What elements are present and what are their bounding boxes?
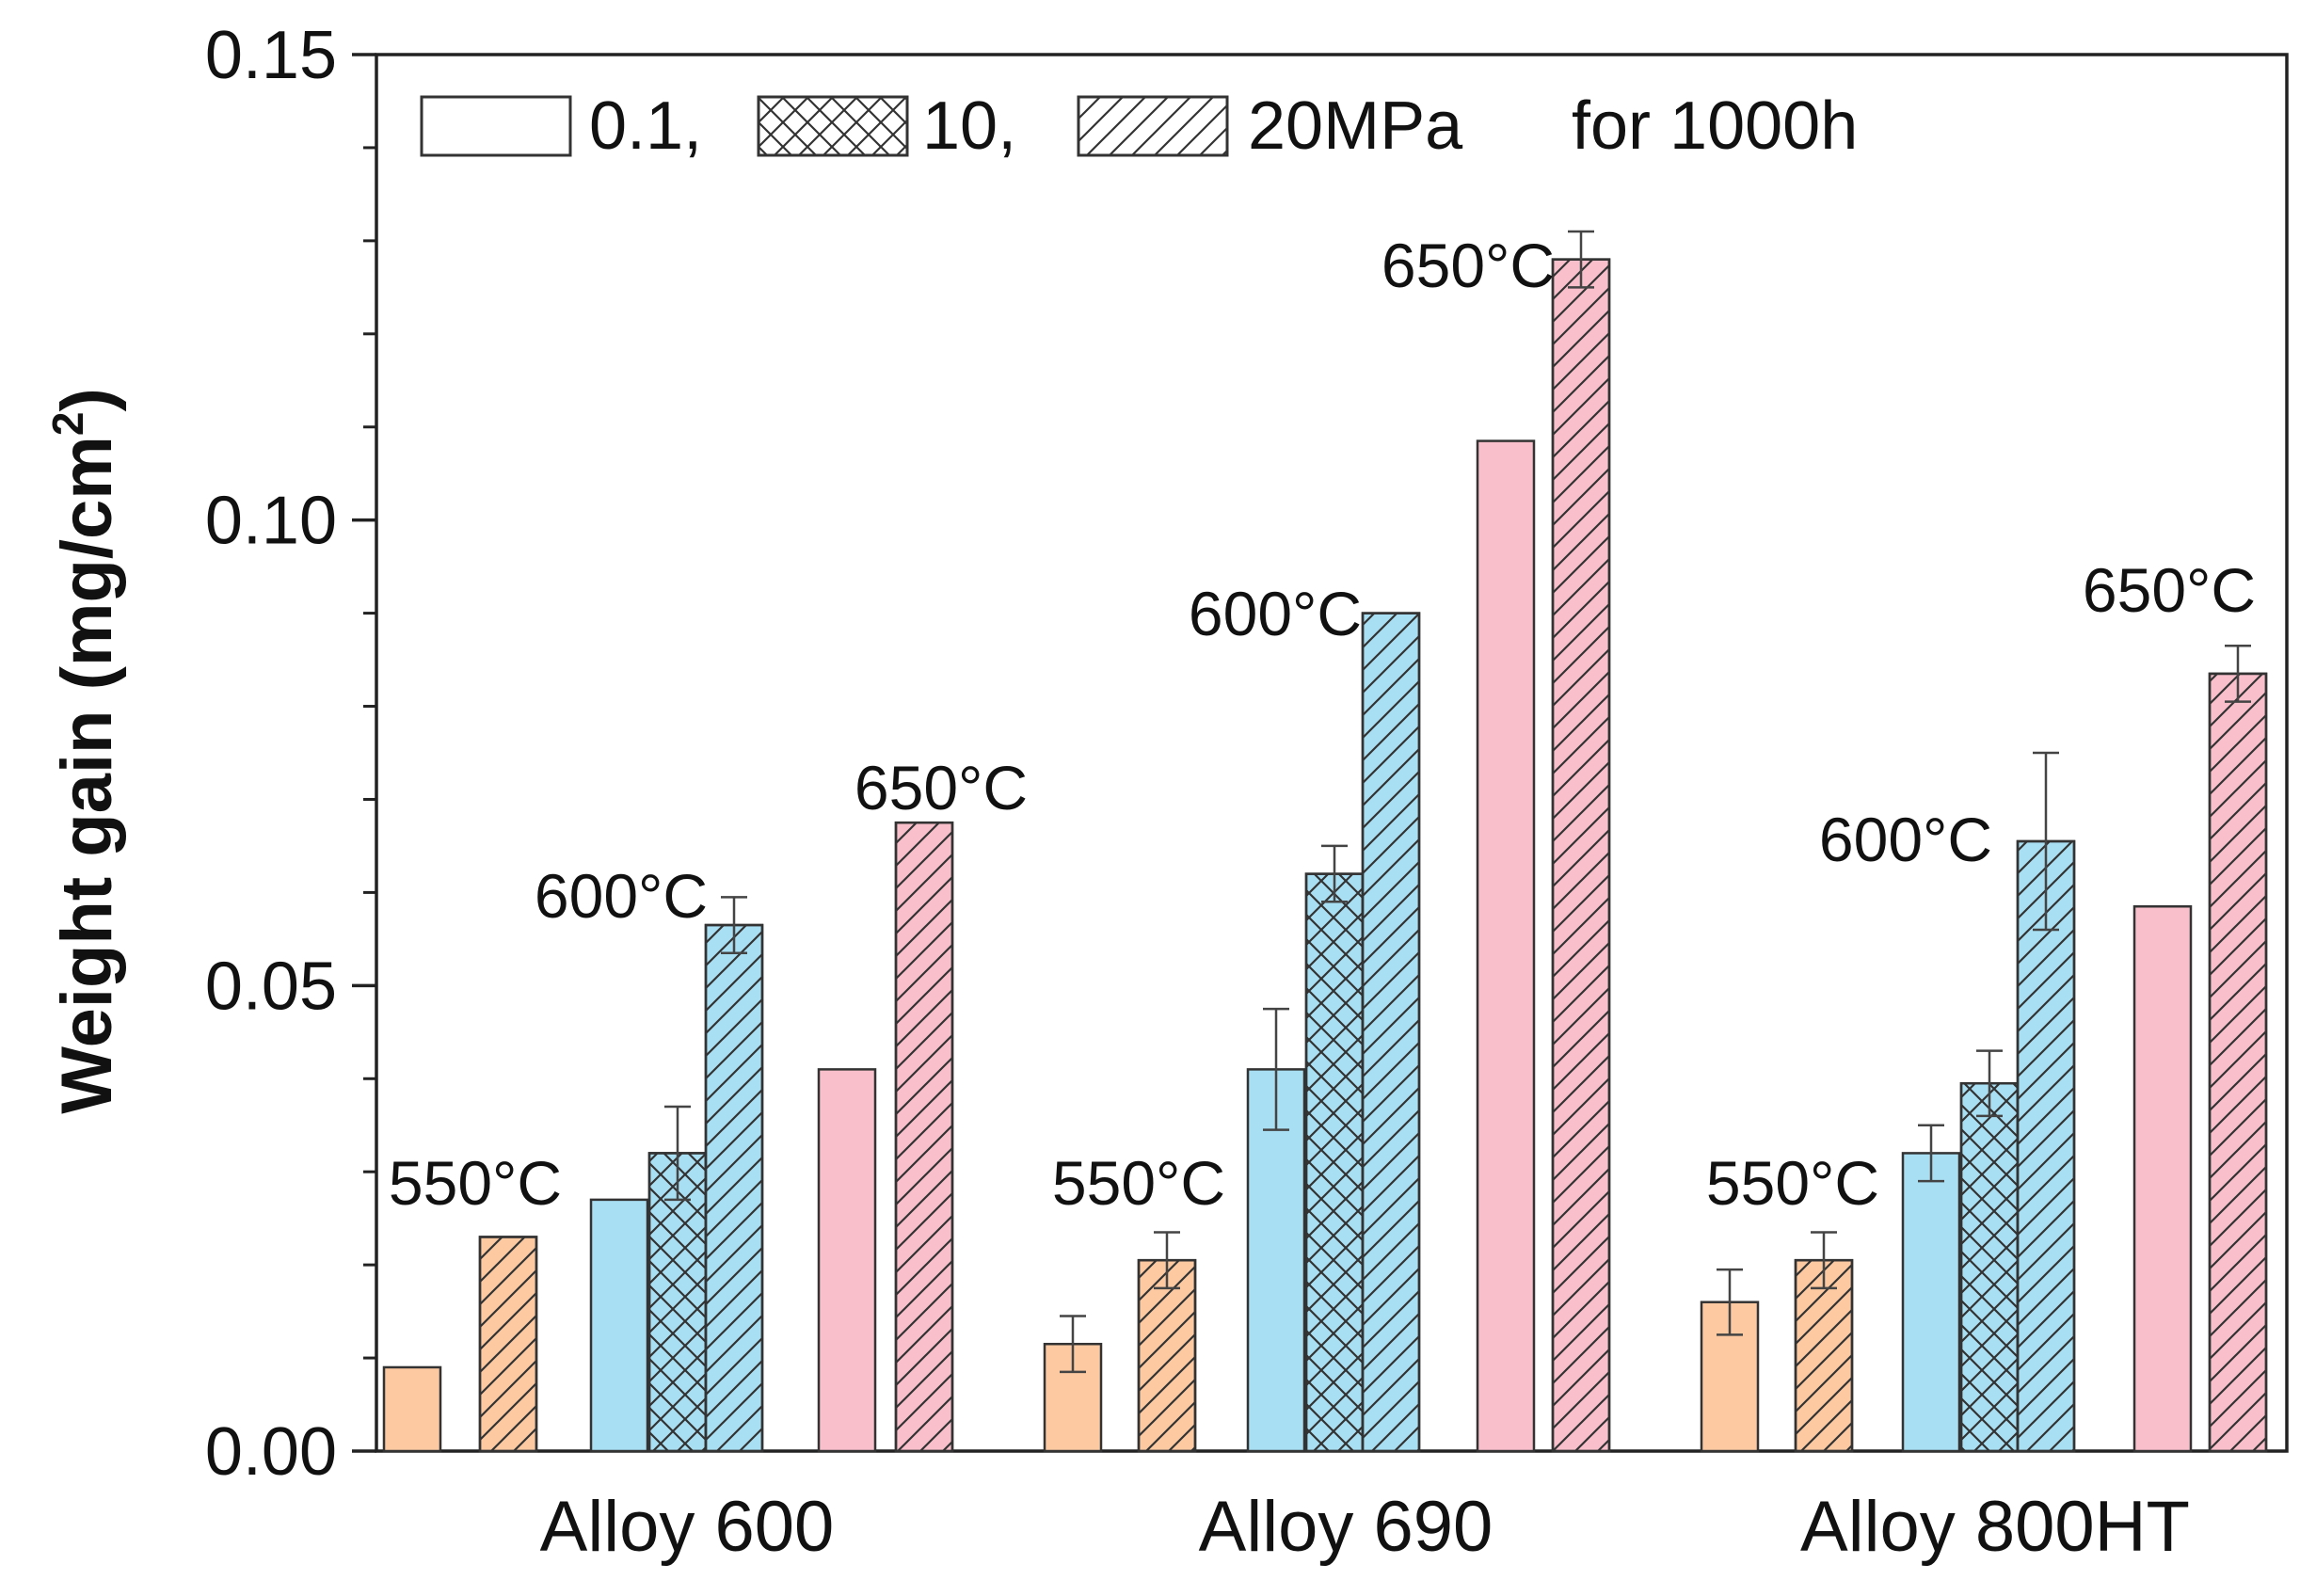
legend-swatch-0.1 [420, 95, 572, 157]
bar-alloy-600-600c-10mpa-error-bar [664, 1105, 691, 1202]
bar-alloy-800ht-600c-0.1mpa-error-bar [1918, 1124, 1944, 1183]
bars [382, 230, 2268, 1453]
y-axis-label-tail: ) [47, 388, 127, 411]
bar-alloy-690-550c-0.1mpa-error-bar [1060, 1315, 1086, 1374]
bar-alloy-800ht-650c-20mpa-hatch [2208, 672, 2268, 1453]
y-axis-label-superscript: 2 [43, 412, 92, 437]
x-category-label: Alloy 690 [1199, 1487, 1493, 1567]
bar-alloy-690-650c-0.1mpa [1476, 439, 1536, 1453]
bar-alloy-800ht-550c-20mpa-hatch [1794, 1258, 1854, 1453]
bar-alloy-690-600c-10mpa-error-bar [1321, 844, 1348, 903]
y-tick-label: 0.00 [205, 1414, 337, 1490]
bar-alloy-600-650c-20mpa-hatch [894, 821, 954, 1453]
temp-label-alloy-600-600: 600°C [535, 861, 708, 931]
bar-alloy-600-550c-20mpa-hatch [478, 1236, 538, 1453]
bar-alloy-800ht-600c-20mpa-error-bar [2033, 751, 2059, 932]
temp-label-alloy-600-550: 550°C [389, 1148, 562, 1218]
bar-alloy-800ht-600c-0.1mpa [1901, 1152, 1961, 1453]
bar-alloy-800ht-550c-0.1mpa-error-bar [1717, 1268, 1743, 1336]
bar-alloy-800ht-650c-20mpa-error-bar [2225, 644, 2251, 703]
bar-alloy-800ht-600c-10mpa-hatch [1959, 1081, 2020, 1453]
bar-alloy-800ht-550c-20mpa-error-bar [1811, 1231, 1837, 1290]
temp-label-alloy-690-650: 650°C [1382, 231, 1555, 300]
bar-alloy-600-600c-20mpa-error-bar [721, 896, 747, 954]
legend: 0.1, 10, 20MPa for 1000h [420, 88, 1858, 164]
temp-label-alloy-600-650: 650°C [855, 753, 1028, 822]
bar-alloy-690-550c-20mpa-hatch [1137, 1258, 1197, 1453]
y-tick-label: 0.10 [205, 484, 337, 559]
temperature-labels: 550°C 600°C 650°C 550°C 600°C 650°C 550°C 600°C… [389, 231, 2256, 1218]
temp-label-alloy-690-600: 600°C [1189, 579, 1362, 648]
bar-alloy-690-550c-20mpa-error-bar [1154, 1231, 1180, 1290]
bar-alloy-690-600c-20mpa-hatch [1361, 612, 1421, 1453]
x-category-label: Alloy 600 [540, 1487, 835, 1567]
bar-alloy-600-650c-0.1mpa [817, 1068, 877, 1453]
bar-alloy-800ht-600c-20mpa-hatch [2016, 839, 2076, 1453]
bar-alloy-800ht-600c-10mpa-error-bar [1976, 1049, 2003, 1118]
bar-alloy-600-550c-0.1mpa [382, 1365, 442, 1453]
y-tick-label: 0.05 [205, 949, 337, 1024]
bar-alloy-690-600c-0.1mpa [1246, 1068, 1306, 1453]
bar-alloy-690-650c-20mpa-hatch [1551, 258, 1611, 1453]
y-tick-label: 0.15 [205, 18, 337, 93]
axes: 0.00 0.05 0.10 0.15 Alloy 600 Alloy 690 Alloy … [205, 18, 2289, 1567]
bar-alloy-690-650c-20mpa-error-bar [1568, 230, 1594, 289]
legend-label-10: 10, [922, 88, 1016, 164]
y-axis-label: Weight gain (mg/cm2) [43, 388, 127, 1114]
temp-label-alloy-800ht-550: 550°C [1706, 1148, 1879, 1218]
legend-label-20MPa: 20MPa [1248, 88, 1463, 164]
temp-label-alloy-690-550: 550°C [1052, 1148, 1225, 1218]
bar-alloy-800ht-650c-0.1mpa [2132, 904, 2193, 1453]
legend-swatch-10 [757, 95, 909, 157]
bar-alloy-600-600c-20mpa-hatch [704, 923, 764, 1453]
x-category-label: Alloy 800HT [1800, 1487, 2190, 1567]
legend-label-0.1: 0.1, [589, 88, 702, 164]
bar-alloy-690-600c-10mpa-hatch [1304, 872, 1365, 1453]
bar-alloy-690-600c-0.1mpa-error-bar [1263, 1007, 1289, 1131]
bar-alloy-600-600c-0.1mpa [589, 1198, 649, 1453]
legend-swatch-20MPa [1077, 95, 1229, 157]
temp-label-alloy-800ht-600: 600°C [1819, 805, 1992, 874]
legend-suffix: for 1000h [1572, 88, 1858, 164]
bar-alloy-600-600c-10mpa-hatch [647, 1152, 708, 1453]
temp-label-alloy-800ht-650: 650°C [2083, 555, 2256, 625]
